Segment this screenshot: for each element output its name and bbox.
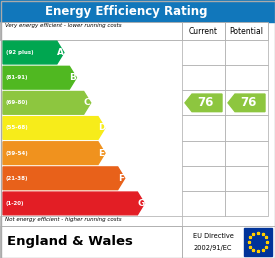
Text: 76: 76 <box>197 96 213 109</box>
Polygon shape <box>3 167 125 190</box>
Bar <box>0 22 182 40</box>
Bar <box>182 141 225 166</box>
Polygon shape <box>185 94 222 112</box>
Text: 2002/91/EC: 2002/91/EC <box>194 245 232 251</box>
Text: Not energy efficient - higher running costs: Not energy efficient - higher running co… <box>5 217 122 222</box>
Bar <box>182 115 225 141</box>
Bar <box>225 141 268 166</box>
Text: B: B <box>70 73 76 82</box>
Bar <box>225 115 268 141</box>
Text: Current: Current <box>189 27 218 36</box>
Text: (55-68): (55-68) <box>6 125 29 131</box>
Polygon shape <box>228 94 265 112</box>
Bar <box>182 226 275 258</box>
Text: A: A <box>57 48 64 57</box>
Bar <box>225 40 268 65</box>
Text: G: G <box>137 199 145 208</box>
Bar <box>225 65 268 90</box>
Bar <box>225 22 268 40</box>
Bar <box>182 40 225 65</box>
Bar <box>182 191 225 216</box>
Bar <box>0 0 275 22</box>
Bar <box>182 90 225 115</box>
Bar <box>0 226 182 258</box>
Polygon shape <box>3 92 91 114</box>
Text: (21-38): (21-38) <box>6 176 29 181</box>
Text: (1-20): (1-20) <box>6 201 24 206</box>
Polygon shape <box>3 117 105 139</box>
Text: D: D <box>98 124 105 133</box>
Text: C: C <box>84 98 90 107</box>
Bar <box>182 22 225 40</box>
Bar <box>182 166 225 191</box>
Text: (92 plus): (92 plus) <box>6 50 34 55</box>
Bar <box>225 90 268 115</box>
Text: Potential: Potential <box>230 27 263 36</box>
Text: 76: 76 <box>240 96 256 109</box>
Text: EU Directive: EU Directive <box>192 233 233 239</box>
Bar <box>0 216 182 226</box>
Text: F: F <box>118 174 124 183</box>
Polygon shape <box>3 66 76 89</box>
Text: Very energy efficient - lower running costs: Very energy efficient - lower running co… <box>5 23 122 28</box>
Text: Energy Efficiency Rating: Energy Efficiency Rating <box>45 4 208 18</box>
Text: (69-80): (69-80) <box>6 100 29 105</box>
Bar <box>244 228 272 256</box>
Text: (81-91): (81-91) <box>6 75 29 80</box>
Polygon shape <box>3 41 64 64</box>
Text: E: E <box>98 149 105 158</box>
Bar <box>182 65 225 90</box>
Text: (39-54): (39-54) <box>6 151 29 156</box>
Bar <box>225 191 268 216</box>
Bar <box>225 166 268 191</box>
Text: England & Wales: England & Wales <box>7 236 133 248</box>
Polygon shape <box>3 142 105 165</box>
Polygon shape <box>3 192 144 215</box>
